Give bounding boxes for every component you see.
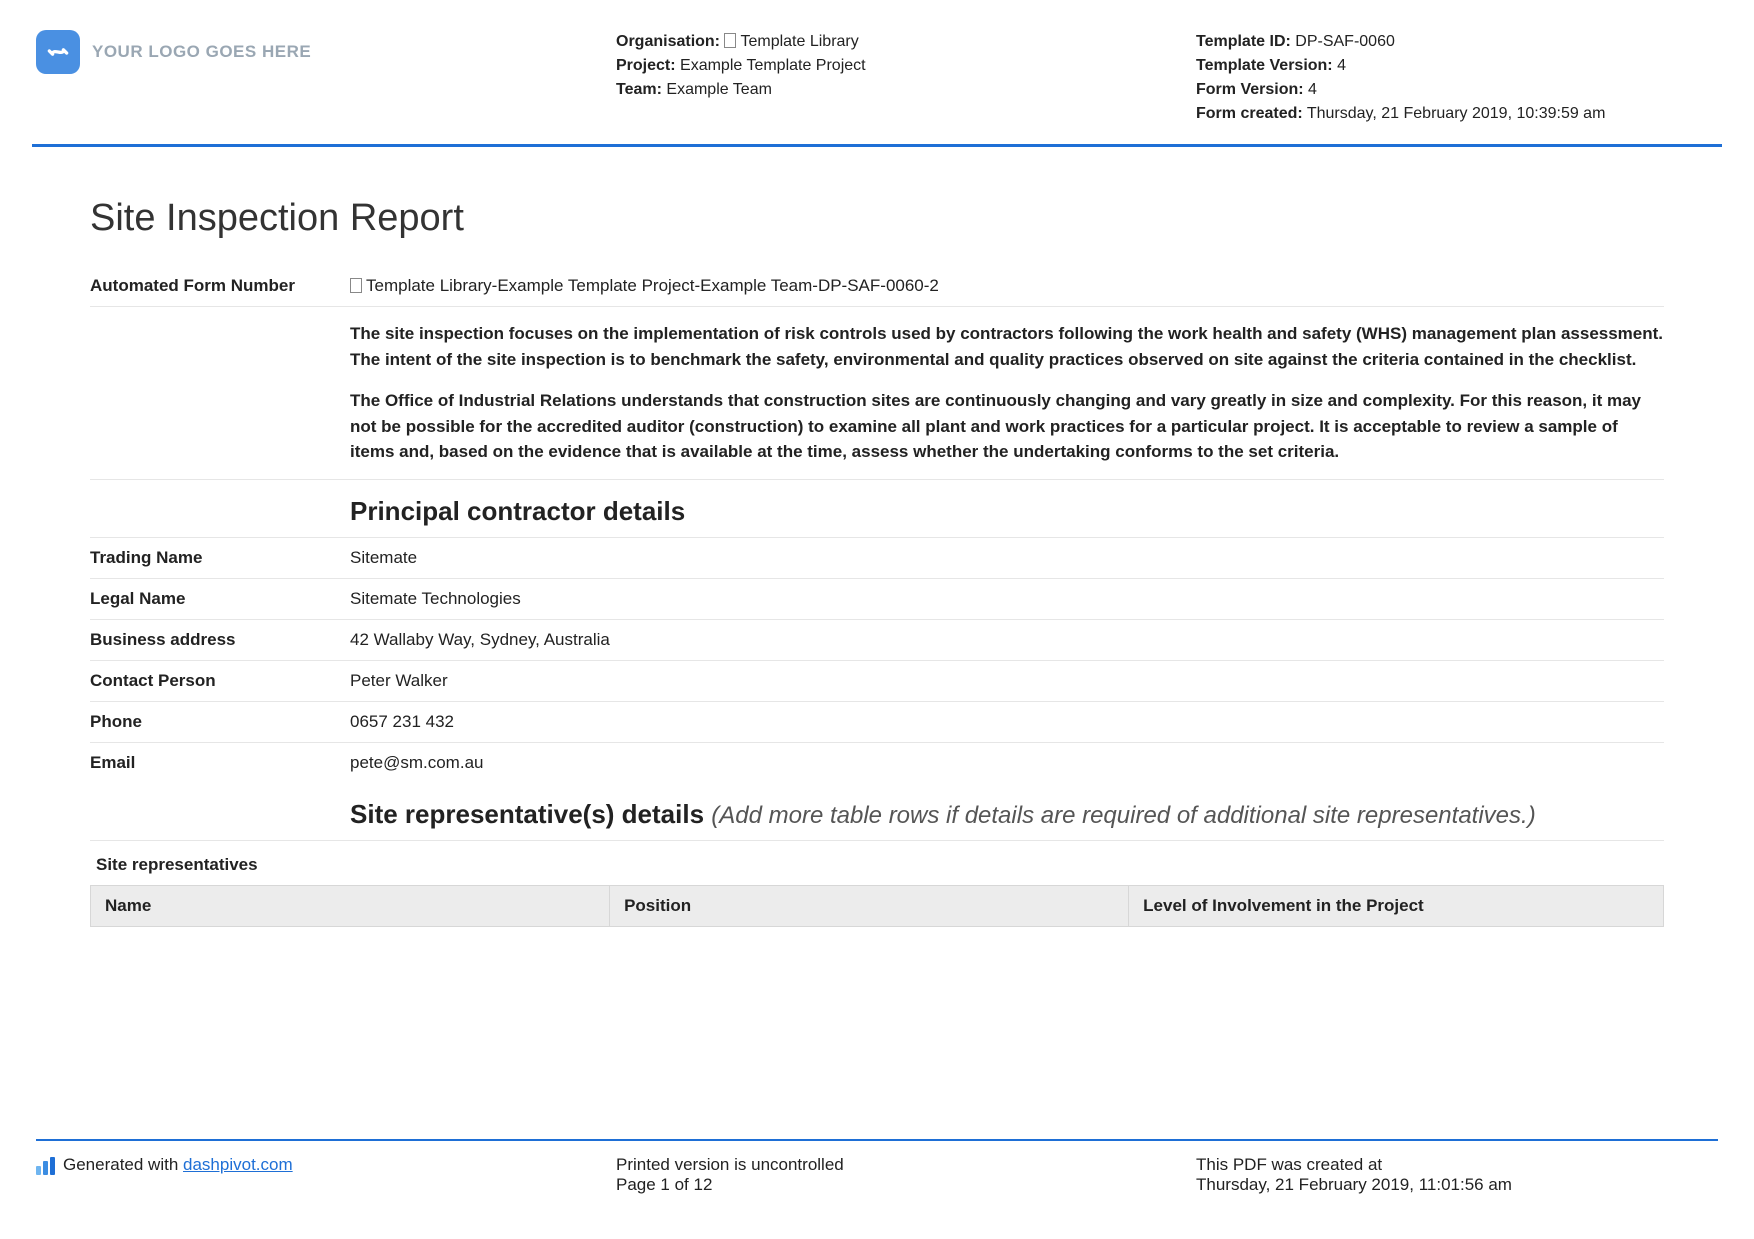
- project-label: Project:: [616, 57, 676, 74]
- legal-name-value: Sitemate Technologies: [350, 589, 1664, 609]
- contractor-heading: Principal contractor details: [350, 496, 685, 527]
- footer-center: Printed version is uncontrolled Page 1 o…: [606, 1155, 1166, 1195]
- form-created-value: Thursday, 21 February 2019, 10:39:59 am: [1307, 105, 1606, 122]
- reps-subnote: (Add more table rows if details are requ…: [711, 802, 1535, 829]
- dashpivot-icon: [36, 1157, 55, 1175]
- trading-name-label: Trading Name: [90, 548, 350, 568]
- contractor-heading-row: Principal contractor details: [90, 480, 1664, 538]
- reps-sub-label: Site representatives: [90, 841, 1664, 885]
- template-version-value: 4: [1337, 57, 1346, 74]
- col-name: Name: [91, 885, 610, 926]
- reps-heading: Site representative(s) details (Add more…: [350, 799, 1536, 830]
- phone-label: Phone: [90, 712, 350, 732]
- created-label: This PDF was created at: [1196, 1155, 1718, 1175]
- team-value: Example Team: [666, 81, 772, 98]
- document-body: Site Inspection Report Automated Form Nu…: [0, 147, 1754, 927]
- description-text: The site inspection focuses on the imple…: [350, 321, 1664, 465]
- project-value: Example Template Project: [680, 57, 866, 74]
- phone-value: 0657 231 432: [350, 712, 1664, 732]
- contact-person-label: Contact Person: [90, 671, 350, 691]
- document-header: YOUR LOGO GOES HERE Organisation: Templa…: [0, 0, 1754, 144]
- logo-icon: [36, 30, 80, 74]
- template-version-label: Template Version:: [1196, 57, 1333, 74]
- dashpivot-link[interactable]: dashpivot.com: [183, 1155, 293, 1174]
- team-label: Team:: [616, 81, 662, 98]
- logo-placeholder-text: YOUR LOGO GOES HERE: [92, 42, 311, 62]
- created-value: Thursday, 21 February 2019, 11:01:56 am: [1196, 1175, 1718, 1195]
- page-number: Page 1 of 12: [616, 1175, 1166, 1195]
- document-footer: Generated with dashpivot.com Printed ver…: [0, 1125, 1754, 1239]
- trading-name-value: Sitemate: [350, 548, 1664, 568]
- col-position: Position: [610, 885, 1129, 926]
- legal-name-label: Legal Name: [90, 589, 350, 609]
- reps-heading-text: Site representative(s) details: [350, 799, 711, 829]
- col-involvement: Level of Involvement in the Project: [1129, 885, 1664, 926]
- footer-generated: Generated with dashpivot.com: [36, 1155, 606, 1195]
- description-p1: The site inspection focuses on the imple…: [350, 321, 1664, 372]
- template-id-value: DP-SAF-0060: [1295, 33, 1395, 50]
- form-number-label: Automated Form Number: [90, 276, 350, 296]
- form-version-label: Form Version:: [1196, 81, 1304, 98]
- page-title: Site Inspection Report: [90, 197, 1664, 240]
- description-p2: The Office of Industrial Relations under…: [350, 388, 1664, 465]
- form-created-label: Form created:: [1196, 105, 1303, 122]
- missing-glyph-icon: [350, 278, 362, 293]
- organisation-value: Template Library: [740, 33, 858, 50]
- generated-prefix: Generated with: [63, 1155, 183, 1174]
- form-number-text: Template Library-Example Template Projec…: [366, 276, 939, 295]
- business-address-value: 42 Wallaby Way, Sydney, Australia: [350, 630, 1664, 650]
- form-number-value: Template Library-Example Template Projec…: [350, 276, 1664, 296]
- description-block: The site inspection focuses on the imple…: [90, 307, 1664, 480]
- form-number-row: Automated Form Number Template Library-E…: [90, 266, 1664, 307]
- table-header-row: Name Position Level of Involvement in th…: [91, 885, 1664, 926]
- reps-table: Name Position Level of Involvement in th…: [90, 885, 1664, 927]
- missing-glyph-icon: [724, 33, 736, 48]
- contact-person-value: Peter Walker: [350, 671, 1664, 691]
- printed-notice: Printed version is uncontrolled: [616, 1155, 1166, 1175]
- template-id-label: Template ID:: [1196, 33, 1291, 50]
- reps-heading-row: Site representative(s) details (Add more…: [90, 783, 1664, 841]
- footer-right: This PDF was created at Thursday, 21 Feb…: [1166, 1155, 1718, 1195]
- header-meta-left: Organisation: Template Library Project: …: [606, 30, 1166, 102]
- email-label: Email: [90, 753, 350, 773]
- business-address-label: Business address: [90, 630, 350, 650]
- footer-divider: [36, 1139, 1718, 1141]
- form-version-value: 4: [1308, 81, 1317, 98]
- logo-block: YOUR LOGO GOES HERE: [36, 30, 606, 74]
- header-meta-right: Template ID: DP-SAF-0060 Template Versio…: [1166, 30, 1718, 126]
- email-value: pete@sm.com.au: [350, 753, 1664, 773]
- organisation-label: Organisation:: [616, 33, 720, 50]
